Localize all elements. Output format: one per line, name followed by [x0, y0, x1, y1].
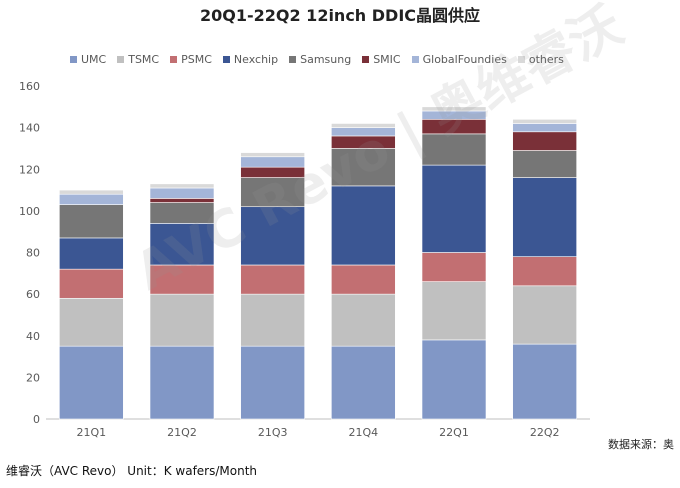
legend-label: others: [528, 53, 564, 66]
bar-segment-smic-21q2: [149, 198, 215, 203]
y-tick-label: 100: [19, 205, 40, 218]
bar-segment-umc-21q1: [59, 345, 124, 420]
bar-segment-globalfoundies-21q4: [331, 127, 396, 137]
bar-segment-psmc-21q2: [149, 264, 215, 295]
bar-segment-samsung-21q4: [331, 148, 396, 187]
y-tick-label: 120: [19, 163, 40, 176]
y-tick-label: 60: [26, 288, 40, 301]
footer-note: 维睿沃（AVC Revo） Unit：K wafers/Month: [6, 464, 258, 478]
legend-swatch: [117, 56, 125, 63]
bar-segment-umc-22q2: [512, 343, 577, 420]
bar-segment-others-21q2: [149, 183, 215, 189]
legend-item-nexchip: Nexchip: [222, 53, 279, 66]
legend-item-globalfoundies: GlobalFoundies: [411, 53, 507, 66]
y-tick-label: 0: [33, 413, 40, 426]
bar-segment-umc-21q3: [240, 345, 305, 420]
bar-segment-nexchip-22q1: [421, 164, 487, 253]
x-tick-label: 21Q3: [258, 426, 288, 439]
bar-segment-psmc-21q3: [240, 264, 305, 295]
legend-swatch: [222, 56, 230, 63]
legend-label: Nexchip: [233, 53, 279, 66]
bar-segment-globalfoundies-21q2: [149, 187, 215, 199]
legend-label: GlobalFoundies: [422, 53, 507, 66]
legend-item-others: others: [517, 53, 564, 66]
bar-segment-smic-22q2: [512, 131, 577, 151]
bar-segment-psmc-22q1: [421, 252, 487, 282]
bar-segment-psmc-21q4: [331, 264, 396, 295]
legend-item-smic: SMIC: [362, 53, 401, 66]
bar-segment-others-21q4: [331, 123, 396, 128]
bar-segment-tsmc-21q1: [59, 297, 124, 347]
y-tick-label: 80: [26, 247, 40, 260]
legend-item-tsmc: TSMC: [117, 53, 159, 66]
bar-segment-umc-21q4: [331, 345, 396, 420]
source-note: 数据来源：奥: [608, 438, 674, 451]
bar-segment-smic-21q3: [240, 166, 305, 178]
bar-segment-nexchip-21q3: [240, 206, 305, 266]
bar-segment-samsung-21q1: [59, 204, 124, 239]
bar-segment-nexchip-21q2: [149, 223, 215, 266]
y-tick-label: 40: [26, 330, 40, 343]
bar-segment-others-22q1: [421, 106, 487, 112]
legend-item-samsung: Samsung: [289, 53, 351, 66]
bar-segment-tsmc-22q2: [512, 285, 577, 345]
legend-item-umc: UMC: [70, 53, 106, 66]
bar-segment-tsmc-21q4: [331, 293, 396, 347]
bar-segment-samsung-22q1: [421, 133, 487, 166]
bar-segment-tsmc-21q3: [240, 293, 305, 347]
bar-segment-umc-22q1: [421, 339, 487, 420]
legend-label: TSMC: [128, 53, 160, 66]
bar-segment-nexchip-21q4: [331, 185, 396, 266]
bar-segment-globalfoundies-21q1: [59, 193, 124, 205]
legend-swatch: [362, 56, 370, 63]
bar-segment-psmc-22q2: [512, 256, 577, 287]
bar-segment-nexchip-22q2: [512, 177, 577, 257]
x-tick-label: 21Q4: [349, 426, 379, 439]
bar-segment-samsung-22q2: [512, 150, 577, 178]
chart-title: 20Q1-22Q2 12inch DDIC晶圆供应: [199, 6, 481, 25]
x-tick-label: 22Q2: [530, 426, 560, 439]
legend-label: SMIC: [373, 53, 401, 66]
legend-swatch: [170, 56, 178, 63]
bar-segment-umc-21q2: [149, 345, 215, 420]
bar-segment-smic-22q1: [421, 119, 487, 135]
x-tick-label: 21Q2: [167, 426, 197, 439]
y-tick-label: 140: [19, 122, 40, 135]
legend-item-psmc: PSMC: [170, 53, 212, 66]
bar-segment-samsung-21q3: [240, 177, 305, 208]
bar-segment-others-21q3: [240, 152, 305, 158]
legend-swatch: [517, 56, 525, 63]
legend-label: Samsung: [300, 53, 352, 66]
bar-segment-tsmc-21q2: [149, 293, 215, 347]
bar-segment-nexchip-21q1: [59, 237, 124, 270]
bar-segment-globalfoundies-22q2: [512, 123, 577, 133]
legend-swatch: [411, 56, 419, 63]
legend-label: UMC: [81, 53, 107, 66]
y-tick-label: 20: [26, 371, 40, 384]
x-tick-label: 21Q1: [77, 426, 107, 439]
legend-swatch: [289, 56, 297, 63]
x-tick-label: 22Q1: [439, 426, 469, 439]
bar-segment-globalfoundies-21q3: [240, 156, 305, 168]
bar-segment-others-22q2: [512, 119, 577, 124]
bar-segment-globalfoundies-22q1: [421, 110, 487, 120]
bar-segment-tsmc-22q1: [421, 281, 487, 341]
chart-legend: UMC TSMC PSMC Nexchip Samsung SMIC GlobalFound…: [70, 53, 575, 66]
legend-label: PSMC: [181, 53, 212, 66]
bar-segment-others-21q1: [59, 189, 124, 195]
legend-swatch: [70, 56, 77, 63]
bar-segment-psmc-21q1: [59, 268, 124, 299]
bar-segment-samsung-21q2: [149, 202, 215, 224]
y-tick-label: 160: [19, 80, 40, 93]
bar-segment-smic-21q4: [331, 135, 396, 149]
